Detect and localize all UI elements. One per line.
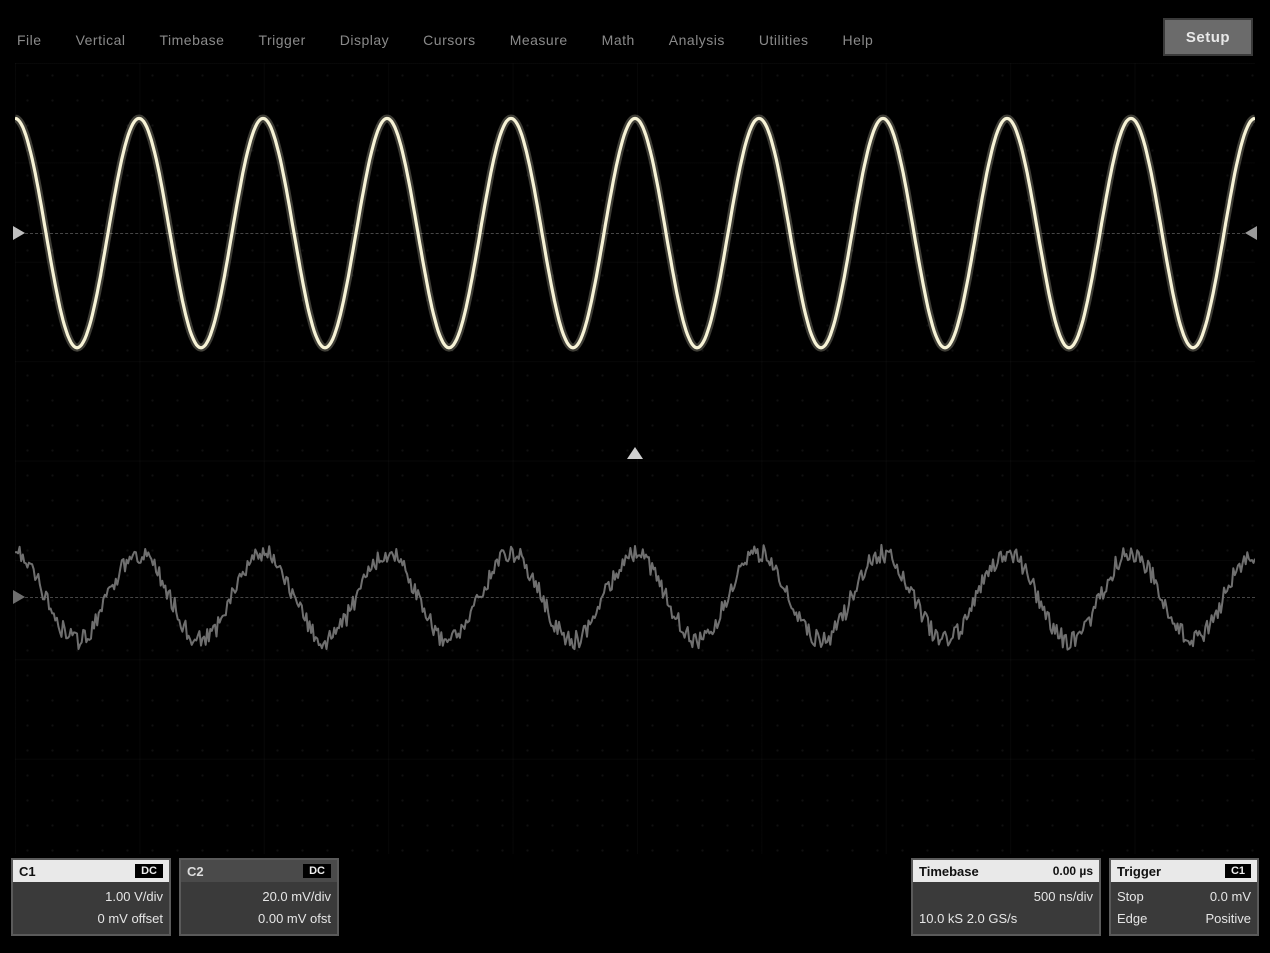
menu-math[interactable]: Math xyxy=(602,32,635,48)
panel-c1-scale: 1.00 V/div xyxy=(19,889,163,904)
panel-trigger-level: 0.0 mV xyxy=(1210,889,1251,904)
readout-panels: C1 DC 1.00 V/div 0 mV offset C2 DC 20.0 … xyxy=(11,858,1259,936)
panel-trigger-label: Trigger xyxy=(1117,864,1161,879)
panel-timebase-header: Timebase 0.00 µs xyxy=(913,860,1099,882)
trace-svg xyxy=(15,63,1255,854)
panel-timebase-delay: 0.00 µs xyxy=(1053,864,1093,878)
waveform-plot[interactable] xyxy=(15,63,1255,854)
panel-c2-coupling: DC xyxy=(303,864,331,878)
panel-trigger-header: Trigger C1 xyxy=(1111,860,1257,882)
menu-timebase[interactable]: Timebase xyxy=(159,32,224,48)
main-menu: File Vertical Timebase Trigger Display C… xyxy=(17,27,1253,53)
panel-timebase-label: Timebase xyxy=(919,864,979,879)
panel-timebase-sample: 10.0 kS 2.0 GS/s xyxy=(919,911,1093,926)
panel-trigger-type: Edge xyxy=(1117,911,1147,926)
panel-trigger-slope: Positive xyxy=(1205,911,1251,926)
menu-analysis[interactable]: Analysis xyxy=(669,32,725,48)
panel-c1-header: C1 DC xyxy=(13,860,169,882)
menu-vertical[interactable]: Vertical xyxy=(76,32,126,48)
panel-c2-scale: 20.0 mV/div xyxy=(187,889,331,904)
menu-utilities[interactable]: Utilities xyxy=(759,32,809,48)
panel-c1-label: C1 xyxy=(19,864,36,879)
panel-c2-offset: 0.00 mV ofst xyxy=(187,911,331,926)
right-panels: Timebase 0.00 µs 500 ns/div 10.0 kS 2.0 … xyxy=(911,858,1259,936)
menu-display[interactable]: Display xyxy=(340,32,389,48)
c1-trace xyxy=(15,118,1255,347)
panel-c1-coupling: DC xyxy=(135,864,163,878)
panel-c2[interactable]: C2 DC 20.0 mV/div 0.00 mV ofst xyxy=(179,858,339,936)
panel-trigger-source: C1 xyxy=(1225,864,1251,878)
c1-trace xyxy=(15,118,1255,347)
panel-timebase-scale: 500 ns/div xyxy=(919,889,1093,904)
menu-measure[interactable]: Measure xyxy=(510,32,568,48)
panel-trigger[interactable]: Trigger C1 Stop 0.0 mV Edge Positive xyxy=(1109,858,1259,936)
channel-panels: C1 DC 1.00 V/div 0 mV offset C2 DC 20.0 … xyxy=(11,858,339,936)
menu-cursors[interactable]: Cursors xyxy=(423,32,476,48)
panel-c1[interactable]: C1 DC 1.00 V/div 0 mV offset xyxy=(11,858,171,936)
panel-timebase[interactable]: Timebase 0.00 µs 500 ns/div 10.0 kS 2.0 … xyxy=(911,858,1101,936)
panel-trigger-mode: Stop xyxy=(1117,889,1144,904)
menu-help[interactable]: Help xyxy=(843,32,874,48)
panel-c2-label: C2 xyxy=(187,864,204,879)
panel-c2-header: C2 DC xyxy=(181,860,337,882)
oscilloscope-frame: File Vertical Timebase Trigger Display C… xyxy=(0,0,1270,953)
panel-c1-offset: 0 mV offset xyxy=(19,911,163,926)
setup-button[interactable]: Setup xyxy=(1163,18,1253,56)
c2-trace xyxy=(15,545,1255,650)
menu-trigger[interactable]: Trigger xyxy=(258,32,305,48)
menu-file[interactable]: File xyxy=(17,32,42,48)
